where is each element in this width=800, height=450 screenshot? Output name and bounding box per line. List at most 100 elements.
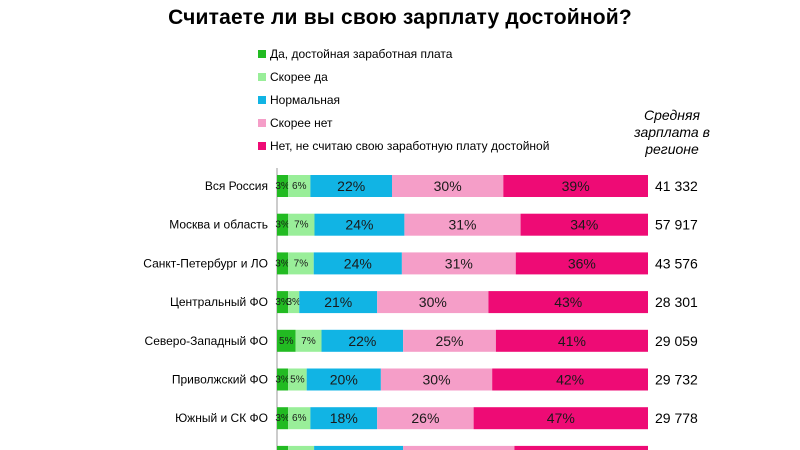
data-label: 5% [279,336,294,347]
data-label: 30% [445,449,473,450]
legend-label: Да, достойная заработная плата [270,47,453,61]
bar-segment [310,175,393,197]
data-label: 21% [324,294,352,310]
salary-value: 43 576 [655,255,698,271]
salary-value: 29 732 [655,372,698,388]
legend-swatch [258,50,266,58]
bar-segment [277,213,289,236]
salary-value: 41 332 [655,178,698,194]
bar-segment [313,252,402,275]
bar-segment [277,445,289,450]
salary-column-header: Средняя зарплата в регионе [634,107,710,157]
category-label: Приволжский ФО [172,373,268,387]
bar-segment [288,213,315,236]
data-label: 3% [275,413,290,424]
data-label: 18% [330,410,358,426]
bar-segment [288,175,311,197]
data-label: 24% [345,449,373,450]
data-label: 7% [294,258,309,269]
category-label: Санкт-Петербург и ЛО [143,256,268,270]
bar-segment [377,291,489,314]
data-label: 24% [345,217,373,233]
bar-segment [277,407,289,430]
data-label: 36% [568,255,596,271]
data-label: 30% [434,178,462,194]
data-label: 39% [562,178,590,194]
legend-swatch [258,119,266,127]
bar-segment [314,213,405,236]
data-label: 41% [558,333,586,349]
legend-label: Нормальная [270,93,340,107]
data-label: 34% [570,217,598,233]
legend-swatch [258,142,266,150]
data-label: 6% [292,413,307,424]
data-label: 3% [275,220,290,231]
bar-segment [299,291,378,314]
data-label: 36% [567,449,595,450]
bar-segment [288,407,311,430]
data-label: 6% [292,181,307,192]
data-label: 25% [435,333,463,349]
bar-segment [380,368,493,391]
legend-swatch [258,73,266,81]
data-label: 31% [448,217,476,233]
bar-segment [503,175,648,197]
legend-swatch [258,96,266,104]
bar-segment [404,213,521,236]
chart-title: Считаете ли вы свою зарплату достойной? [168,6,632,29]
salary-value: 28 301 [655,294,698,310]
category-label: Южный и СК ФО [175,411,268,425]
bar-segment [277,175,289,197]
bar-segment [277,252,289,275]
bar-segment [473,407,648,430]
data-label: 7% [301,336,316,347]
data-label: 3% [275,297,290,308]
data-label: 20% [330,372,358,388]
bar-segment [277,329,296,352]
salary-value: 29 059 [655,333,698,349]
bar-segment [314,445,404,450]
salary-value: 29 778 [655,410,698,426]
bar-segment [515,252,648,275]
legend-label: Скорее нет [270,116,333,130]
bar-segment [306,368,381,391]
bar-segment [288,252,314,275]
data-label: 3% [286,297,301,308]
category-label: Вся Россия [205,179,268,193]
category-label: Центральный ФО [170,295,268,309]
bar-segment [277,368,289,391]
bar-segment [277,291,289,314]
category-label: Москва и область [169,218,268,232]
bar-segment [520,213,648,236]
bar-segment [288,445,315,450]
bar-segment [401,252,516,275]
data-label: 47% [547,410,575,426]
data-label: 26% [411,410,439,426]
bar-segment [403,445,515,450]
bar-segment [403,329,496,352]
bar-segment [288,368,307,391]
bar-segment [492,368,648,391]
data-label: 42% [556,372,584,388]
data-label: 30% [423,372,451,388]
category-label: Северо-Западный ФО [145,334,268,348]
data-label: 5% [290,375,305,386]
data-label: 3% [275,375,290,386]
data-label: 43% [554,294,582,310]
legend-label: Нет, не считаю свою заработную плату дос… [270,139,550,153]
data-label: 24% [344,255,372,271]
data-label: 3% [275,181,290,192]
bar-segment [488,291,648,314]
salary-value: 57 917 [655,217,698,233]
data-label: 31% [445,255,473,271]
bar-segment [321,329,404,352]
data-label: 22% [337,178,365,194]
data-label: 3% [275,258,290,269]
data-label: 22% [348,333,376,349]
bar-segment [392,175,504,197]
legend-label: Скорее да [270,70,328,84]
bar-segment [288,291,300,314]
bar-segment [514,445,648,450]
bar-segment [295,329,322,352]
